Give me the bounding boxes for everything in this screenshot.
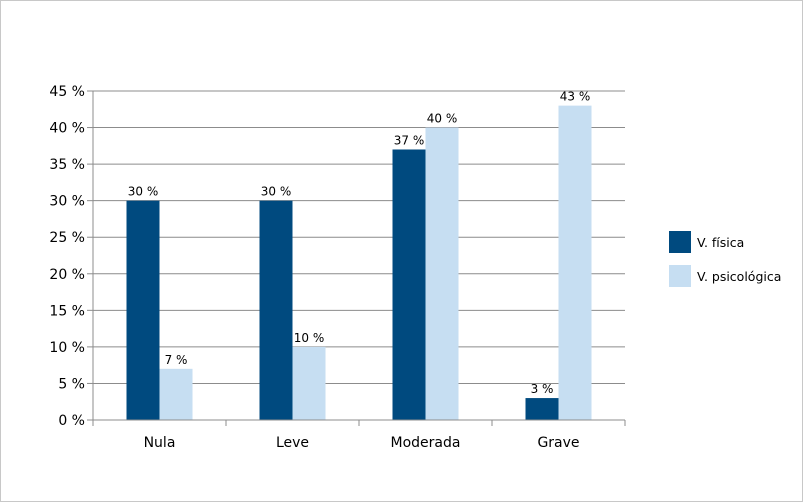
y-tick-label: 45 % bbox=[49, 84, 85, 100]
bar bbox=[292, 346, 326, 420]
bar bbox=[126, 200, 160, 420]
x-category-label: Leve bbox=[276, 435, 309, 451]
bar bbox=[259, 200, 293, 420]
legend-item-fisica: V. física bbox=[669, 231, 781, 253]
y-tick-label: 15 % bbox=[49, 303, 85, 319]
legend-label-fisica: V. física bbox=[697, 234, 745, 250]
data-label: 40 % bbox=[427, 112, 458, 126]
data-label: 43 % bbox=[560, 90, 591, 104]
bar bbox=[392, 149, 426, 420]
data-label: 3 % bbox=[531, 382, 554, 396]
y-tick-label: 20 % bbox=[49, 267, 85, 283]
y-tick-label: 10 % bbox=[49, 340, 85, 356]
axes bbox=[92, 91, 626, 426]
legend-item-psicologica: V. psicológica bbox=[669, 265, 781, 287]
y-tick-label: 30 % bbox=[49, 194, 85, 210]
x-category-label: Grave bbox=[537, 435, 579, 451]
bar bbox=[558, 105, 592, 420]
data-label: 37 % bbox=[394, 133, 425, 147]
data-label: 10 % bbox=[294, 331, 325, 345]
y-tick-label: 25 % bbox=[49, 230, 85, 246]
bar bbox=[425, 127, 459, 421]
legend-swatch-psicologica bbox=[669, 265, 691, 287]
legend: V. física V. psicológica bbox=[669, 231, 781, 299]
x-axis-labels: Nula Leve Moderada Grave bbox=[144, 435, 580, 451]
data-label: 30 % bbox=[261, 185, 292, 199]
data-label: 7 % bbox=[165, 353, 188, 367]
legend-label-psicologica: V. psicológica bbox=[697, 268, 782, 284]
y-tick-label: 40 % bbox=[49, 121, 85, 137]
bar bbox=[159, 368, 193, 420]
y-tick-label: 5 % bbox=[58, 376, 85, 392]
bars bbox=[126, 105, 592, 421]
data-label: 30 % bbox=[128, 185, 159, 199]
legend-swatch-fisica bbox=[669, 231, 691, 253]
x-category-label: Moderada bbox=[391, 435, 461, 451]
y-axis-ticks: 0 % 5 % 10 % 15 % 20 % 25 % 30 % 35 % 40 % 45 % bbox=[49, 84, 93, 429]
bar bbox=[525, 398, 559, 420]
gridlines bbox=[93, 90, 625, 384]
y-tick-label: 35 % bbox=[49, 157, 85, 173]
y-tick-label: 0 % bbox=[58, 413, 85, 429]
x-category-label: Nula bbox=[144, 435, 176, 451]
data-labels: 30 % 30 % 37 % 3 % 7 % 10 % 40 % 43 % bbox=[128, 90, 591, 396]
